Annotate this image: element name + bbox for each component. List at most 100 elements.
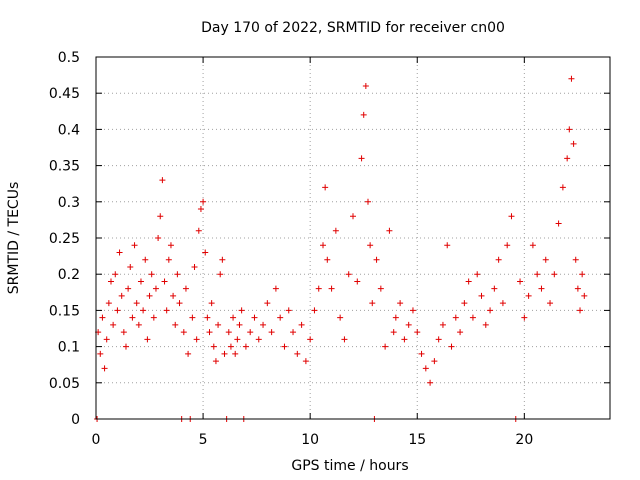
data-point	[225, 329, 232, 336]
data-point	[182, 285, 189, 292]
data-point	[386, 227, 393, 234]
data-point	[529, 242, 536, 249]
data-point	[367, 242, 374, 249]
data-point	[163, 307, 170, 314]
data-point	[101, 365, 108, 372]
y-tick-label: 0.2	[58, 267, 80, 283]
data-point	[206, 329, 213, 336]
data-point	[103, 336, 110, 343]
data-point	[272, 285, 279, 292]
data-point	[174, 271, 181, 278]
data-point	[234, 336, 241, 343]
data-point	[542, 256, 549, 263]
data-point	[221, 350, 228, 357]
data-point	[137, 278, 144, 285]
data-point	[165, 256, 172, 263]
data-point	[290, 329, 297, 336]
data-point	[508, 213, 515, 220]
data-point	[212, 358, 219, 365]
plot-frame	[95, 56, 611, 420]
data-point	[392, 314, 399, 321]
data-point	[341, 336, 348, 343]
data-point	[482, 321, 489, 328]
data-point	[210, 343, 217, 350]
data-point	[534, 271, 541, 278]
x-tick-label: 10	[301, 432, 319, 448]
data-point	[129, 314, 136, 321]
data-point	[311, 307, 318, 314]
data-point	[461, 300, 468, 307]
data-point	[144, 336, 151, 343]
data-point	[236, 321, 243, 328]
data-point	[574, 285, 581, 292]
data-point	[208, 300, 215, 307]
data-point	[133, 300, 140, 307]
x-tick-label: 5	[199, 432, 208, 448]
y-tick-label: 0.1	[58, 340, 80, 356]
data-point	[525, 292, 532, 299]
data-point	[146, 292, 153, 299]
y-tick-label: 0.15	[49, 303, 80, 319]
data-point	[238, 307, 245, 314]
data-point	[116, 249, 123, 256]
data-point	[120, 329, 127, 336]
data-point	[118, 292, 125, 299]
data-point	[197, 206, 204, 213]
data-point	[112, 271, 119, 278]
data-point	[457, 329, 464, 336]
data-point	[189, 314, 196, 321]
data-point	[427, 379, 434, 386]
data-point	[559, 184, 566, 191]
data-point	[495, 256, 502, 263]
y-axis-label: SRMTID / TECUs	[6, 182, 22, 295]
data-point	[414, 329, 421, 336]
data-point	[401, 336, 408, 343]
y-tick-label: 0.35	[49, 159, 80, 175]
data-point	[152, 285, 159, 292]
data-point	[200, 198, 207, 205]
data-point	[219, 256, 226, 263]
data-point	[125, 285, 132, 292]
data-point	[504, 242, 511, 249]
data-point	[105, 300, 112, 307]
data-point	[566, 126, 573, 133]
data-point	[570, 140, 577, 147]
data-point	[397, 300, 404, 307]
data-point	[232, 350, 239, 357]
data-point	[405, 321, 412, 328]
y-tick-label: 0	[71, 412, 80, 428]
y-tick-label: 0.5	[58, 50, 80, 66]
grid	[96, 57, 610, 419]
data-point	[452, 314, 459, 321]
data-point	[517, 278, 524, 285]
data-point	[320, 242, 327, 249]
data-point	[131, 242, 138, 249]
data-point	[577, 307, 584, 314]
data-point	[487, 307, 494, 314]
data-point	[422, 365, 429, 372]
data-point	[362, 82, 369, 89]
data-point	[369, 300, 376, 307]
data-point	[302, 358, 309, 365]
data-point	[167, 242, 174, 249]
data-point	[448, 343, 455, 350]
data-point	[431, 358, 438, 365]
data-point	[382, 343, 389, 350]
x-axis-label: GPS time / hours	[291, 458, 408, 474]
data-point	[469, 314, 476, 321]
data-point	[551, 271, 558, 278]
data-point	[281, 343, 288, 350]
data-point	[202, 249, 209, 256]
data-point	[358, 155, 365, 162]
data-point	[298, 321, 305, 328]
data-point	[99, 314, 106, 321]
data-point	[185, 350, 192, 357]
x-tick-label: 0	[92, 432, 101, 448]
data-point	[172, 321, 179, 328]
data-point	[294, 350, 301, 357]
data-point	[150, 314, 157, 321]
data-point	[491, 285, 498, 292]
data-point	[307, 336, 314, 343]
data-point	[180, 329, 187, 336]
data-point	[444, 242, 451, 249]
